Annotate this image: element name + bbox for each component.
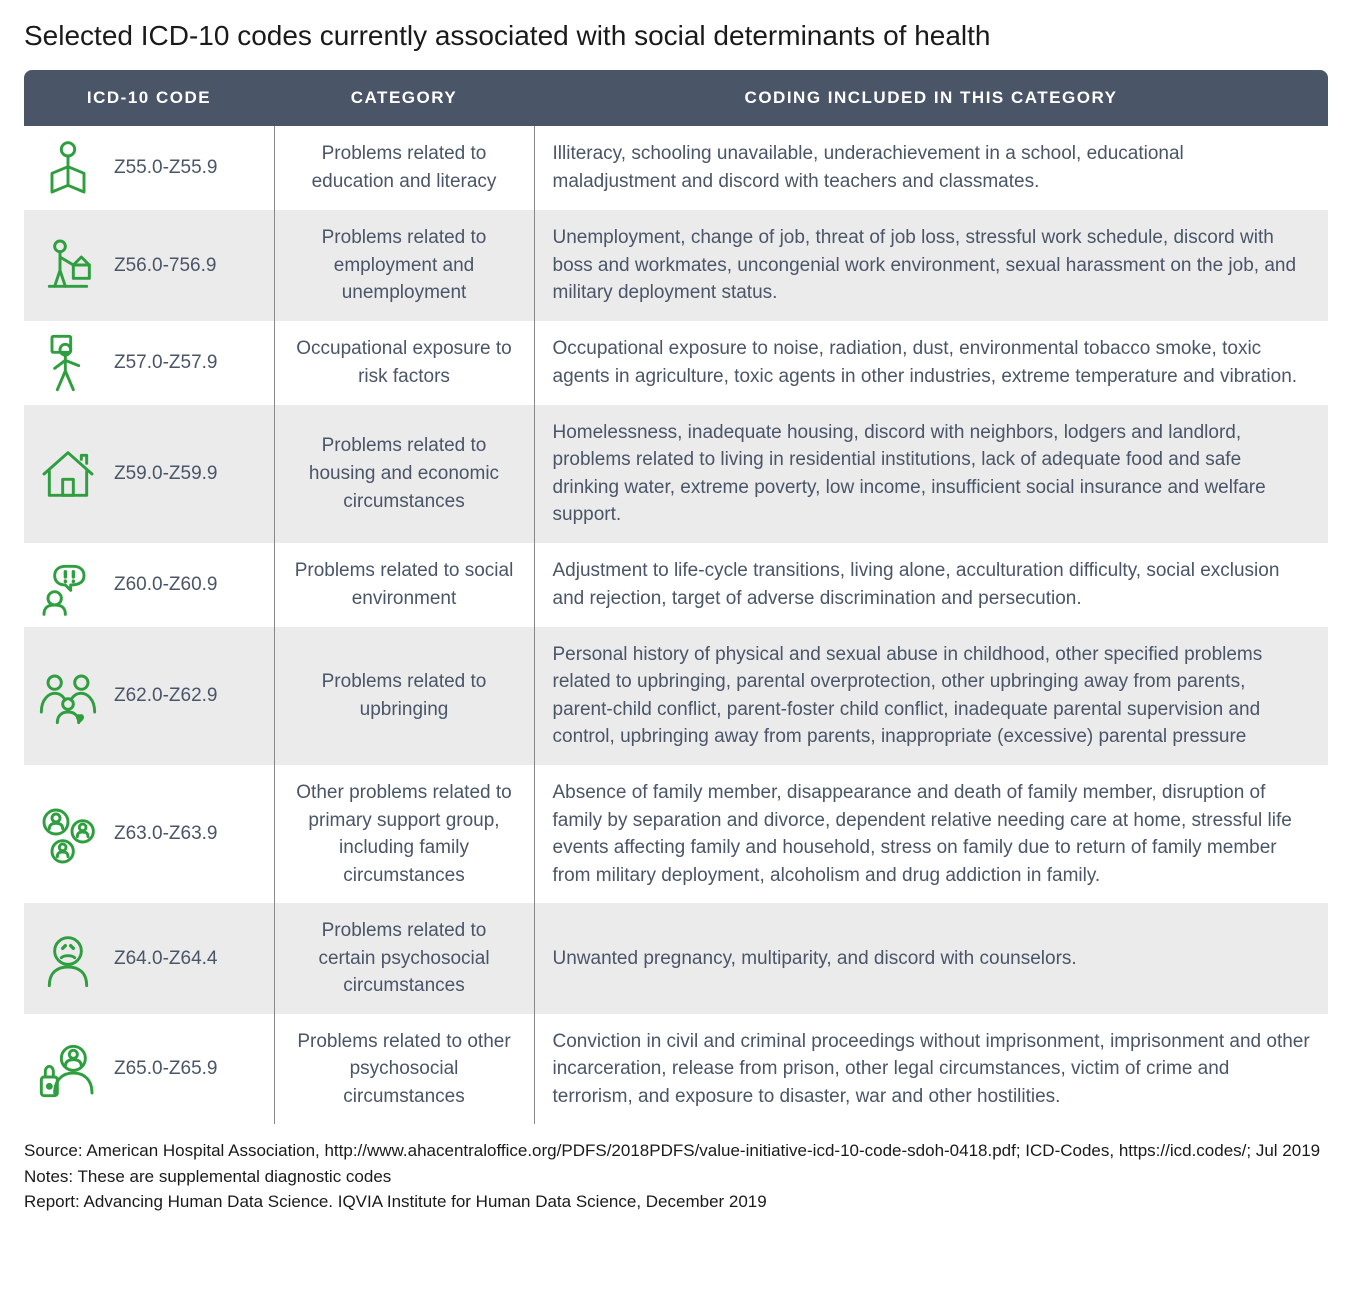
footnote-notes: Notes: These are supplemental diagnostic…	[24, 1164, 1328, 1190]
code-cell: Z62.0-Z62.9	[24, 627, 274, 765]
psychosocial2-icon	[36, 1037, 100, 1101]
code-cell: Z60.0-Z60.9	[24, 543, 274, 627]
category-cell: Problems related to employment and unemp…	[274, 210, 534, 321]
coding-cell: Conviction in civil and criminal proceed…	[534, 1014, 1328, 1125]
code-cell: Z59.0-Z59.9	[24, 405, 274, 543]
table-row: Z65.0-Z65.9 Problems related to other psy…	[24, 1014, 1328, 1125]
code-text: Z55.0-Z55.9	[114, 154, 218, 182]
coding-cell: Unwanted pregnancy, multiparity, and dis…	[534, 903, 1328, 1014]
code-cell: Z57.0-Z57.9	[24, 321, 274, 405]
footnote-report: Report: Advancing Human Data Science. IQ…	[24, 1189, 1328, 1215]
code-cell: Z56.0-756.9	[24, 210, 274, 321]
footnote-source: Source: American Hospital Association, h…	[24, 1138, 1328, 1164]
category-cell: Problems related to social environment	[274, 543, 534, 627]
code-text: Z60.0-Z60.9	[114, 571, 218, 599]
code-text: Z57.0-Z57.9	[114, 349, 218, 377]
page-title: Selected ICD-10 codes currently associat…	[24, 20, 1328, 52]
code-cell: Z65.0-Z65.9	[24, 1014, 274, 1125]
icd10-table: ICD-10 CODE CATEGORY CODING INCLUDED IN …	[24, 70, 1328, 1124]
coding-cell: Illiteracy, schooling unavailable, under…	[534, 126, 1328, 210]
employment-icon	[36, 233, 100, 297]
code-cell: Z55.0-Z55.9	[24, 126, 274, 210]
category-cell: Occupational exposure to risk factors	[274, 321, 534, 405]
footnotes: Source: American Hospital Association, h…	[24, 1138, 1328, 1215]
code-text: Z62.0-Z62.9	[114, 682, 218, 710]
header-category: CATEGORY	[274, 70, 534, 126]
family-icon	[36, 802, 100, 866]
coding-cell: Adjustment to life-cycle transitions, li…	[534, 543, 1328, 627]
code-text: Z64.0-Z64.4	[114, 945, 218, 973]
category-cell: Problems related to education and litera…	[274, 126, 534, 210]
code-cell: Z64.0-Z64.4	[24, 903, 274, 1014]
code-text: Z56.0-756.9	[114, 252, 216, 280]
table-row: Z57.0-Z57.9 Occupational exposure to risk…	[24, 321, 1328, 405]
category-cell: Problems related to housing and economic…	[274, 405, 534, 543]
code-text: Z65.0-Z65.9	[114, 1055, 218, 1083]
occupational-icon	[36, 331, 100, 395]
upbringing-icon	[36, 664, 100, 728]
table-row: Z62.0-Z62.9 Problems related to upbringin…	[24, 627, 1328, 765]
category-cell: Other problems related to primary suppor…	[274, 765, 534, 903]
table-row: Z59.0-Z59.9 Problems related to housing a…	[24, 405, 1328, 543]
category-cell: Problems related to upbringing	[274, 627, 534, 765]
table-row: Z56.0-756.9 Problems related to employmen…	[24, 210, 1328, 321]
category-cell: Problems related to certain psychosocial…	[274, 903, 534, 1014]
coding-cell: Absence of family member, disappearance …	[534, 765, 1328, 903]
table-header-row: ICD-10 CODE CATEGORY CODING INCLUDED IN …	[24, 70, 1328, 126]
code-text: Z63.0-Z63.9	[114, 820, 218, 848]
code-text: Z59.0-Z59.9	[114, 460, 218, 488]
coding-cell: Personal history of physical and sexual …	[534, 627, 1328, 765]
table-row: Z64.0-Z64.4 Problems related to certain p…	[24, 903, 1328, 1014]
table-row: Z60.0-Z60.9 Problems related to social en…	[24, 543, 1328, 627]
social-icon	[36, 553, 100, 617]
education-icon	[36, 136, 100, 200]
code-cell: Z63.0-Z63.9	[24, 765, 274, 903]
housing-icon	[36, 442, 100, 506]
coding-cell: Unemployment, change of job, threat of j…	[534, 210, 1328, 321]
table-row: Z63.0-Z63.9 Other problems related to pri…	[24, 765, 1328, 903]
table-row: Z55.0-Z55.9 Problems related to education…	[24, 126, 1328, 210]
header-code: ICD-10 CODE	[24, 70, 274, 126]
coding-cell: Occupational exposure to noise, radiatio…	[534, 321, 1328, 405]
psychosocial1-icon	[36, 927, 100, 991]
category-cell: Problems related to other psychosocial c…	[274, 1014, 534, 1125]
coding-cell: Homelessness, inadequate housing, discor…	[534, 405, 1328, 543]
header-coding: CODING INCLUDED IN THIS CATEGORY	[534, 70, 1328, 126]
